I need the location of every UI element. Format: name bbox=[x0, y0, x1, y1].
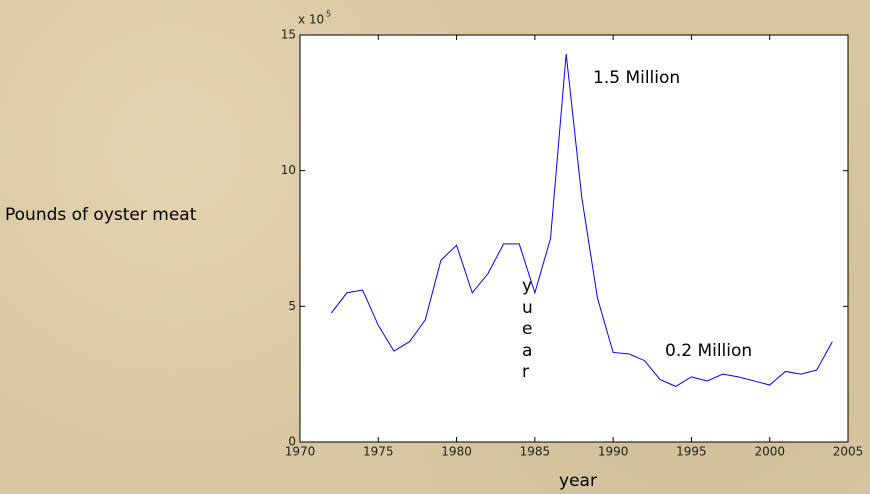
y-tick-label: 15 bbox=[281, 28, 296, 42]
x-tick-label: 1990 bbox=[598, 445, 629, 459]
x-tick-label: 2005 bbox=[833, 445, 864, 459]
x-tick-label: 1995 bbox=[676, 445, 707, 459]
x-tick-label: 1980 bbox=[441, 445, 472, 459]
x-tick-label: 1970 bbox=[285, 445, 316, 459]
data-line bbox=[330, 53, 833, 387]
y-tick-label: 5 bbox=[288, 299, 296, 313]
x-tick-label: 2000 bbox=[754, 445, 785, 459]
y-tick-label: 0 bbox=[288, 435, 296, 449]
y-multiplier-exponent: 5 bbox=[326, 10, 331, 19]
annotation: 1.5 Million bbox=[593, 68, 680, 88]
x-axis-label: year bbox=[559, 471, 597, 491]
y-axis-label: Pounds of oyster meat bbox=[5, 205, 197, 225]
y-tick-label: 10 bbox=[281, 163, 296, 177]
plot-area bbox=[299, 34, 849, 443]
x-tick-label: 1975 bbox=[363, 445, 394, 459]
y-multiplier: x 10 bbox=[298, 13, 324, 27]
annotation: 0.2 Million bbox=[665, 341, 752, 361]
stray-label: yuear bbox=[522, 276, 533, 382]
x-tick-label: 1985 bbox=[520, 445, 551, 459]
